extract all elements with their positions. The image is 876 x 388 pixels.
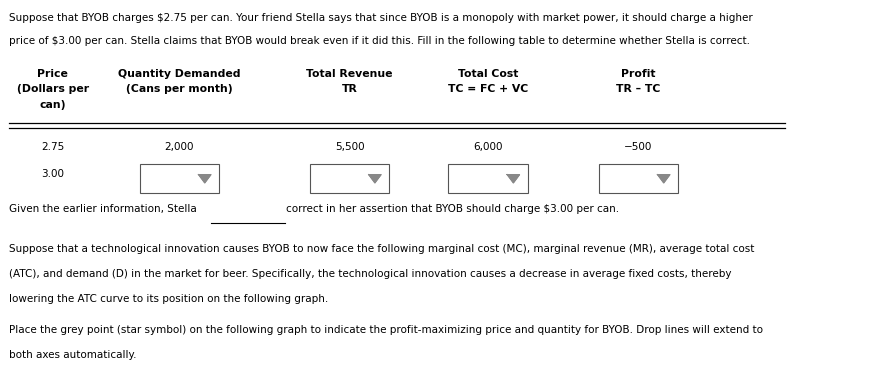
Text: 6,000: 6,000	[473, 142, 503, 152]
Text: TC = FC + VC: TC = FC + VC	[448, 84, 528, 94]
Polygon shape	[369, 175, 381, 183]
Text: 2,000: 2,000	[165, 142, 194, 152]
Text: (Dollars per: (Dollars per	[17, 84, 88, 94]
Text: Suppose that BYOB charges $2.75 per can. Your friend Stella says that since BYOB: Suppose that BYOB charges $2.75 per can.…	[10, 13, 753, 23]
Text: Suppose that a technological innovation causes BYOB to now face the following ma: Suppose that a technological innovation …	[10, 244, 755, 254]
FancyBboxPatch shape	[310, 165, 389, 193]
Text: Price: Price	[38, 69, 68, 79]
FancyBboxPatch shape	[449, 165, 527, 193]
Text: Quantity Demanded: Quantity Demanded	[118, 69, 241, 79]
Text: (Cans per month): (Cans per month)	[126, 84, 233, 94]
Polygon shape	[507, 175, 519, 183]
Text: lowering the ATC curve to its position on the following graph.: lowering the ATC curve to its position o…	[10, 294, 328, 304]
Text: can): can)	[39, 100, 66, 110]
FancyBboxPatch shape	[140, 165, 219, 193]
Text: Total Cost: Total Cost	[458, 69, 519, 79]
Polygon shape	[199, 175, 211, 183]
Polygon shape	[657, 175, 670, 183]
Text: 3.00: 3.00	[41, 169, 64, 179]
Text: correct in her assertion that BYOB should charge $3.00 per can.: correct in her assertion that BYOB shoul…	[286, 204, 619, 214]
Text: TR: TR	[342, 84, 357, 94]
Text: TR – TC: TR – TC	[616, 84, 661, 94]
Text: both axes automatically.: both axes automatically.	[10, 350, 137, 360]
Text: Given the earlier information, Stella: Given the earlier information, Stella	[10, 204, 197, 214]
Text: 2.75: 2.75	[41, 142, 65, 152]
Text: Total Revenue: Total Revenue	[307, 69, 392, 79]
Text: Place the grey point (star symbol) on the following graph to indicate the profit: Place the grey point (star symbol) on th…	[10, 325, 763, 335]
Text: Profit: Profit	[621, 69, 655, 79]
FancyBboxPatch shape	[599, 165, 678, 193]
Text: 5,500: 5,500	[335, 142, 364, 152]
Text: −500: −500	[625, 142, 653, 152]
Text: (ATC), and demand (D) in the market for beer. Specifically, the technological in: (ATC), and demand (D) in the market for …	[10, 269, 731, 279]
Text: price of $3.00 per can. Stella claims that BYOB would break even if it did this.: price of $3.00 per can. Stella claims th…	[10, 36, 751, 46]
